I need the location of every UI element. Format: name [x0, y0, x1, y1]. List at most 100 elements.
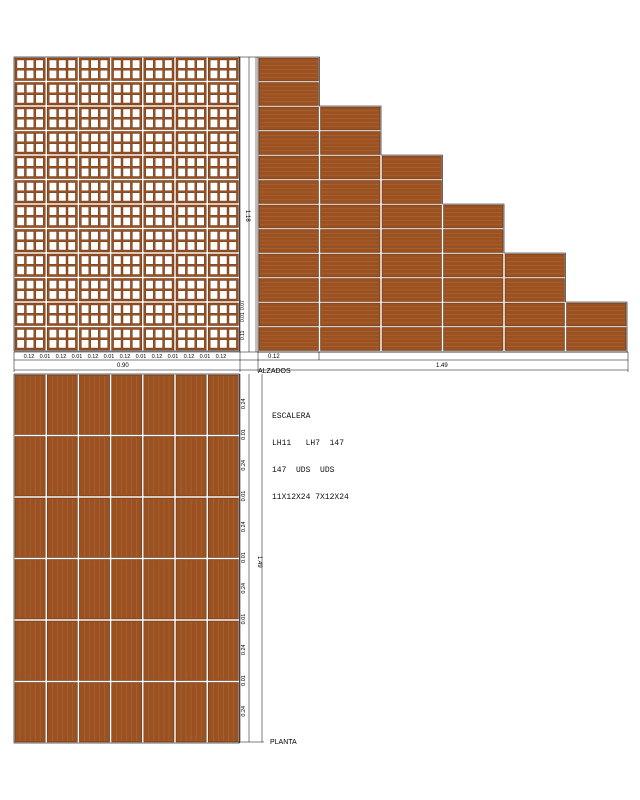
brick-hollow	[90, 241, 99, 251]
brick-hollow	[122, 168, 131, 177]
brick-hollow	[81, 304, 90, 314]
hollow-brick	[46, 253, 78, 277]
brick-hollow	[122, 143, 131, 153]
brick-hollow	[228, 206, 237, 216]
plan-brick	[143, 559, 175, 620]
solid-brick	[320, 180, 381, 204]
brick-hollow	[90, 59, 99, 69]
brick-hollow	[187, 241, 195, 251]
plan-brick	[175, 620, 207, 681]
brick-hollow	[219, 315, 228, 324]
brick-hollow	[99, 304, 108, 314]
solid-brick	[381, 327, 442, 351]
brick-hollow	[164, 290, 173, 300]
brick-hollow	[16, 315, 25, 324]
brick-hollow	[16, 266, 25, 275]
brick-hollow	[145, 290, 154, 300]
brick-hollow	[113, 206, 122, 216]
note-uds-2: UDS	[320, 466, 335, 475]
hollow-brick	[14, 229, 46, 253]
brick-hollow	[90, 157, 99, 167]
brick-hollow	[154, 315, 163, 324]
brick-hollow	[154, 241, 163, 251]
solid-brick	[320, 229, 381, 253]
segment-dim-label: 0.01	[72, 354, 83, 360]
brick-hollow	[196, 182, 205, 191]
solid-brick	[320, 278, 381, 302]
brick-hollow	[35, 241, 44, 251]
segment-dim-label: 0.01	[136, 354, 147, 360]
brick-hollow	[90, 339, 99, 349]
brick-hollow	[209, 315, 218, 324]
brick-hollow	[177, 59, 186, 69]
brick-hollow	[49, 70, 57, 79]
brick-hollow	[177, 192, 186, 202]
stair-elevation	[257, 56, 628, 353]
brick-hollow	[228, 133, 237, 142]
solid-brick	[258, 82, 319, 106]
hollow-brick	[46, 131, 78, 155]
brick-hollow	[90, 182, 99, 191]
hollow-brick	[175, 278, 207, 302]
brick-hollow	[145, 192, 154, 202]
brick-hollow	[122, 119, 131, 128]
stair-first-dim: 0.12	[268, 354, 280, 360]
segment-dim-label: 0.12	[120, 354, 131, 360]
solid-brick	[258, 278, 319, 302]
brick-hollow	[90, 304, 99, 314]
brick-hollow	[209, 339, 218, 349]
brick-hollow	[26, 280, 34, 289]
brick-hollow	[81, 255, 90, 265]
plan-row-dim-label: 0.24	[241, 706, 247, 717]
brick-hollow	[26, 84, 34, 93]
brick-hollow	[209, 192, 218, 202]
hollow-brick	[143, 106, 175, 130]
brick-hollow	[67, 157, 76, 167]
solid-brick	[258, 302, 319, 327]
brick-hollow	[209, 119, 218, 128]
solid-brick	[381, 302, 442, 327]
hollow-brick	[143, 204, 175, 228]
hollow-brick	[46, 155, 78, 179]
brick-hollow	[81, 217, 90, 226]
hollow-brick	[79, 302, 110, 326]
brick-hollow	[81, 133, 90, 142]
solid-brick	[504, 278, 565, 302]
brick-hollow	[67, 315, 76, 324]
brick-hollow	[35, 94, 44, 104]
brick-hollow	[35, 108, 44, 118]
brick-hollow	[67, 266, 76, 275]
hollow-brick	[79, 204, 110, 228]
brick-hollow	[26, 315, 34, 324]
plan-brick	[143, 374, 175, 435]
brick-hollow	[35, 70, 44, 79]
brick-hollow	[122, 192, 131, 202]
brick-hollow	[196, 157, 205, 167]
hollow-brick	[207, 82, 239, 106]
brick-hollow	[209, 143, 218, 153]
alzados-label: ALZADOS	[258, 368, 291, 375]
brick-hollow	[209, 266, 218, 275]
brick-hollow	[67, 70, 76, 79]
brick-hollow	[99, 290, 108, 300]
brick-hollow	[154, 304, 163, 314]
brick-hollow	[90, 206, 99, 216]
brick-hollow	[177, 231, 186, 240]
brick-hollow	[228, 119, 237, 128]
hollow-brick	[14, 57, 46, 81]
stair-profile	[257, 56, 628, 353]
brick-hollow	[187, 255, 195, 265]
brick-hollow	[99, 280, 108, 289]
brick-hollow	[219, 255, 228, 265]
brick-hollow	[26, 192, 34, 202]
brick-hollow	[132, 329, 140, 338]
wall-outline	[13, 56, 240, 352]
brick-hollow	[35, 84, 44, 93]
brick-hollow	[164, 217, 173, 226]
brick-hollow	[67, 59, 76, 69]
hollow-brick	[14, 253, 46, 277]
brick-hollow	[145, 280, 154, 289]
brick-hollow	[154, 266, 163, 275]
brick-hollow	[177, 339, 186, 349]
brick-hollow	[26, 206, 34, 216]
